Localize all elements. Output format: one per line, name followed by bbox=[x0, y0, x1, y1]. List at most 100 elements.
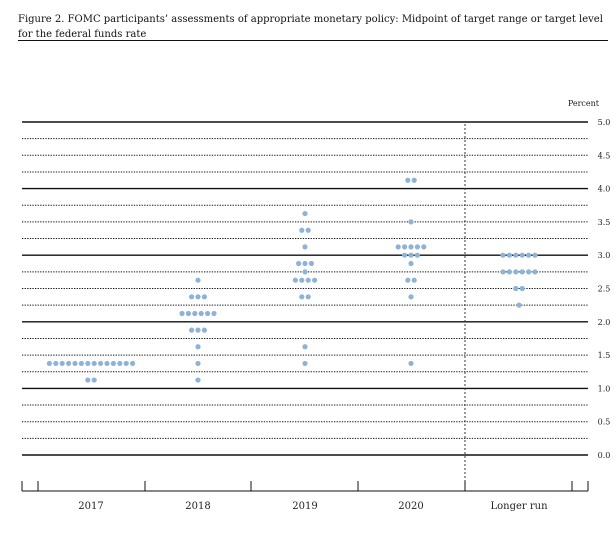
participant-dot bbox=[189, 327, 195, 333]
y-tick-label: 4.5 bbox=[598, 151, 611, 160]
participant-dot bbox=[513, 252, 519, 258]
participant-dot bbox=[66, 360, 72, 367]
participant-dot bbox=[195, 327, 201, 333]
participant-dot bbox=[195, 294, 201, 300]
participant-dot bbox=[532, 252, 538, 258]
participant-dot bbox=[411, 177, 417, 183]
participant-dot bbox=[408, 219, 414, 225]
participant-dot bbox=[302, 269, 308, 275]
participant-dot bbox=[85, 360, 91, 367]
x-category-label: 2018 bbox=[185, 501, 210, 512]
y-tick-label: 2.0 bbox=[598, 318, 611, 327]
participant-dot bbox=[85, 377, 91, 383]
participant-dot bbox=[305, 277, 311, 283]
participant-dot bbox=[408, 294, 414, 300]
participant-dot bbox=[211, 310, 217, 317]
participant-dot bbox=[110, 360, 116, 367]
participant-dot bbox=[72, 360, 78, 367]
participant-dot bbox=[195, 377, 201, 383]
participant-dot bbox=[195, 344, 201, 350]
participant-dot bbox=[130, 360, 136, 367]
participant-dot bbox=[104, 360, 110, 367]
participant-dot bbox=[305, 227, 311, 233]
participant-dot bbox=[302, 360, 308, 367]
participant-dot bbox=[500, 269, 506, 275]
participant-dot bbox=[299, 227, 305, 233]
participant-dot bbox=[395, 244, 401, 250]
participant-dot bbox=[500, 252, 506, 258]
x-category-label: 2020 bbox=[398, 501, 423, 512]
y-tick-label: 1.5 bbox=[598, 351, 611, 360]
title-underline bbox=[18, 40, 608, 41]
participant-dot bbox=[513, 285, 519, 292]
participant-dot bbox=[411, 277, 417, 283]
x-axis bbox=[21, 481, 589, 492]
participant-dot bbox=[302, 344, 308, 350]
participant-dot bbox=[292, 277, 298, 283]
participant-dot bbox=[78, 360, 84, 367]
participant-dot bbox=[506, 269, 512, 275]
participant-dot bbox=[59, 360, 65, 367]
y-tick-label: 1.0 bbox=[598, 384, 611, 393]
participant-dot bbox=[302, 260, 308, 267]
y-tick-label: 4.0 bbox=[598, 185, 611, 194]
participant-dot bbox=[513, 269, 519, 275]
participant-dot bbox=[405, 177, 411, 183]
participant-dot bbox=[421, 244, 427, 250]
participant-dot bbox=[179, 310, 185, 317]
participant-dot bbox=[185, 310, 191, 317]
participant-dot bbox=[201, 327, 207, 333]
participant-dot bbox=[519, 252, 525, 258]
participant-dot bbox=[91, 360, 97, 367]
y-axis-label: Percent bbox=[568, 99, 600, 108]
participant-dot bbox=[519, 285, 525, 292]
gridlines bbox=[22, 121, 588, 456]
participant-dot bbox=[526, 252, 532, 258]
x-category-label: 2019 bbox=[292, 501, 317, 512]
participant-dot bbox=[519, 269, 525, 275]
participant-dot bbox=[305, 294, 311, 300]
participant-dot bbox=[117, 360, 123, 367]
participant-dot bbox=[123, 360, 129, 367]
y-tick-label: 0.5 bbox=[598, 418, 611, 427]
y-tick-label: 3.0 bbox=[598, 251, 611, 260]
participant-dot bbox=[414, 244, 420, 250]
participant-dot bbox=[302, 210, 308, 217]
participant-dot bbox=[192, 310, 198, 317]
participant-dot bbox=[296, 260, 302, 267]
participant-dot bbox=[91, 377, 97, 383]
participant-dot bbox=[408, 260, 414, 267]
participant-dot bbox=[195, 360, 201, 367]
participant-dot bbox=[308, 260, 314, 267]
participant-dot bbox=[408, 360, 414, 367]
participant-dot bbox=[405, 277, 411, 283]
participant-dot bbox=[299, 277, 305, 283]
y-tick-label: 3.5 bbox=[598, 218, 611, 227]
x-category-labels: 2017 2018 2019 2020 Longer run bbox=[78, 501, 548, 512]
y-tick-label: 2.5 bbox=[598, 285, 611, 294]
x-category-label: 2017 bbox=[78, 501, 103, 512]
participant-dots bbox=[46, 177, 538, 383]
participant-dot bbox=[414, 252, 420, 258]
y-tick-label: 5.0 bbox=[598, 118, 611, 127]
participant-dot bbox=[189, 294, 195, 300]
chart-title: Figure 2. FOMC participants’ assessments… bbox=[18, 14, 603, 40]
y-tick-label: 0.0 bbox=[598, 451, 611, 460]
participant-dot bbox=[98, 360, 104, 367]
participant-dot bbox=[302, 244, 308, 250]
y-tick-labels: 0.0 0.5 1.0 1.5 2.0 2.5 3.0 3.5 4.0 4.5 5.0 bbox=[598, 118, 611, 460]
participant-dot bbox=[408, 252, 414, 258]
participant-dot bbox=[408, 244, 414, 250]
participant-dot bbox=[198, 310, 204, 317]
participant-dot bbox=[516, 302, 522, 308]
participant-dot bbox=[205, 310, 211, 317]
participant-dot bbox=[195, 277, 201, 283]
participant-dot bbox=[402, 252, 408, 258]
x-category-label: Longer run bbox=[490, 501, 548, 512]
participant-dot bbox=[201, 294, 207, 300]
participant-dot bbox=[402, 244, 408, 250]
participant-dot bbox=[299, 294, 305, 300]
participant-dot bbox=[506, 252, 512, 258]
participant-dot bbox=[532, 269, 538, 275]
